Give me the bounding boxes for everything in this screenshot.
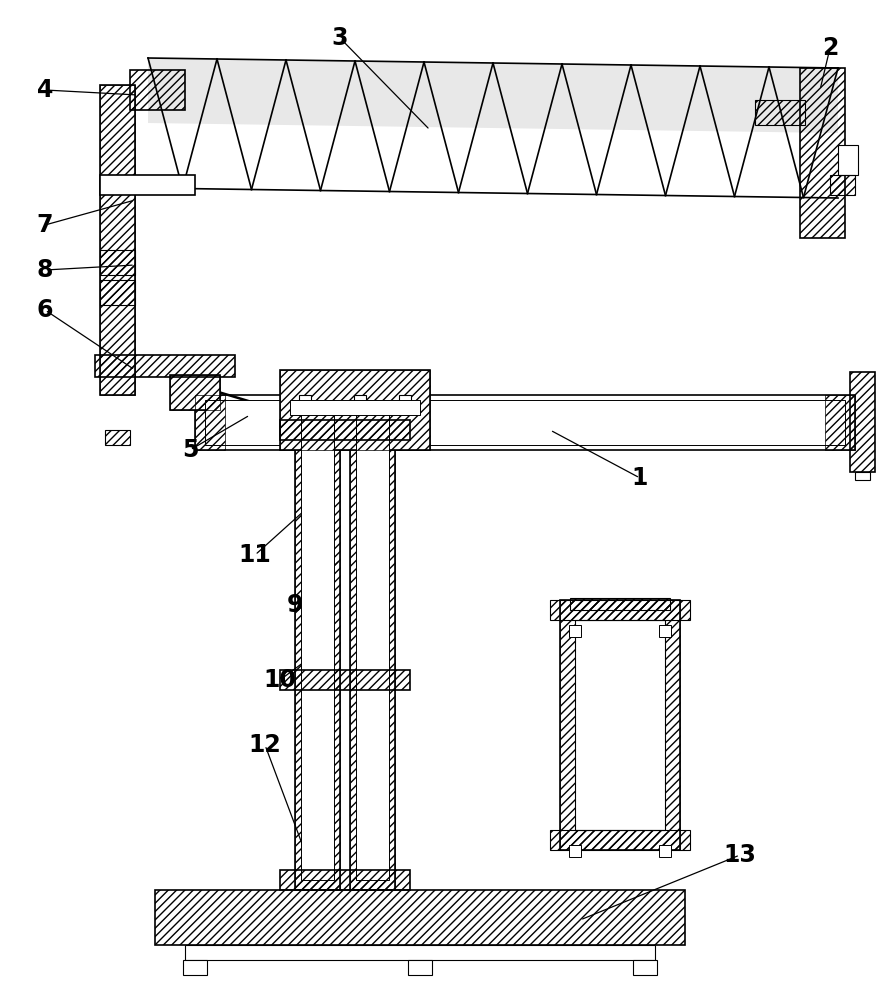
Bar <box>659 625 671 637</box>
Polygon shape <box>148 58 838 133</box>
Bar <box>155 890 685 945</box>
Bar <box>95 355 235 377</box>
Bar <box>280 370 430 450</box>
Text: 1: 1 <box>632 466 649 490</box>
Bar <box>356 400 389 880</box>
Text: 7: 7 <box>36 213 53 237</box>
Bar <box>399 395 411 407</box>
Bar <box>560 600 680 850</box>
Bar <box>195 395 225 450</box>
Bar <box>295 390 340 890</box>
Bar <box>569 625 581 637</box>
Bar <box>354 395 366 407</box>
Bar <box>755 100 805 125</box>
Text: 13: 13 <box>724 843 757 867</box>
Bar <box>350 390 395 890</box>
Text: 5: 5 <box>182 438 198 462</box>
Bar <box>280 370 430 450</box>
Bar <box>299 395 311 407</box>
Bar <box>838 145 858 175</box>
Text: 12: 12 <box>249 733 282 757</box>
Bar <box>100 250 135 275</box>
Bar <box>550 600 690 620</box>
Bar <box>100 280 135 305</box>
Bar <box>280 870 410 890</box>
Text: 6: 6 <box>36 298 53 322</box>
Bar <box>100 175 195 195</box>
Bar <box>170 375 220 410</box>
Bar <box>560 600 680 850</box>
Text: 14: 14 <box>603 628 636 652</box>
Text: 10: 10 <box>263 668 297 692</box>
Bar <box>633 960 657 975</box>
Bar <box>570 598 670 610</box>
Bar <box>130 70 185 110</box>
Bar <box>825 395 855 450</box>
Bar <box>408 960 432 975</box>
Bar <box>290 400 420 415</box>
Bar <box>195 395 855 450</box>
Bar <box>569 845 581 857</box>
Bar <box>185 945 655 960</box>
Bar <box>575 620 665 830</box>
Bar <box>105 430 130 445</box>
Bar <box>100 85 135 395</box>
Bar <box>850 372 875 472</box>
Text: 4: 4 <box>37 78 53 102</box>
Bar <box>830 175 855 195</box>
Text: 11: 11 <box>238 543 271 567</box>
Bar <box>170 375 220 410</box>
Bar <box>301 400 334 880</box>
Text: 3: 3 <box>331 26 348 50</box>
Bar <box>659 845 671 857</box>
Text: 9: 9 <box>287 593 303 617</box>
Bar <box>550 830 690 850</box>
Bar <box>350 390 395 890</box>
Bar <box>205 400 845 445</box>
Bar <box>800 68 845 238</box>
Bar <box>855 472 870 480</box>
Text: 2: 2 <box>822 36 838 60</box>
Bar <box>280 420 410 440</box>
Bar <box>183 960 207 975</box>
Bar <box>280 670 410 690</box>
Bar <box>295 390 340 890</box>
Bar <box>100 85 135 395</box>
Text: 8: 8 <box>36 258 53 282</box>
